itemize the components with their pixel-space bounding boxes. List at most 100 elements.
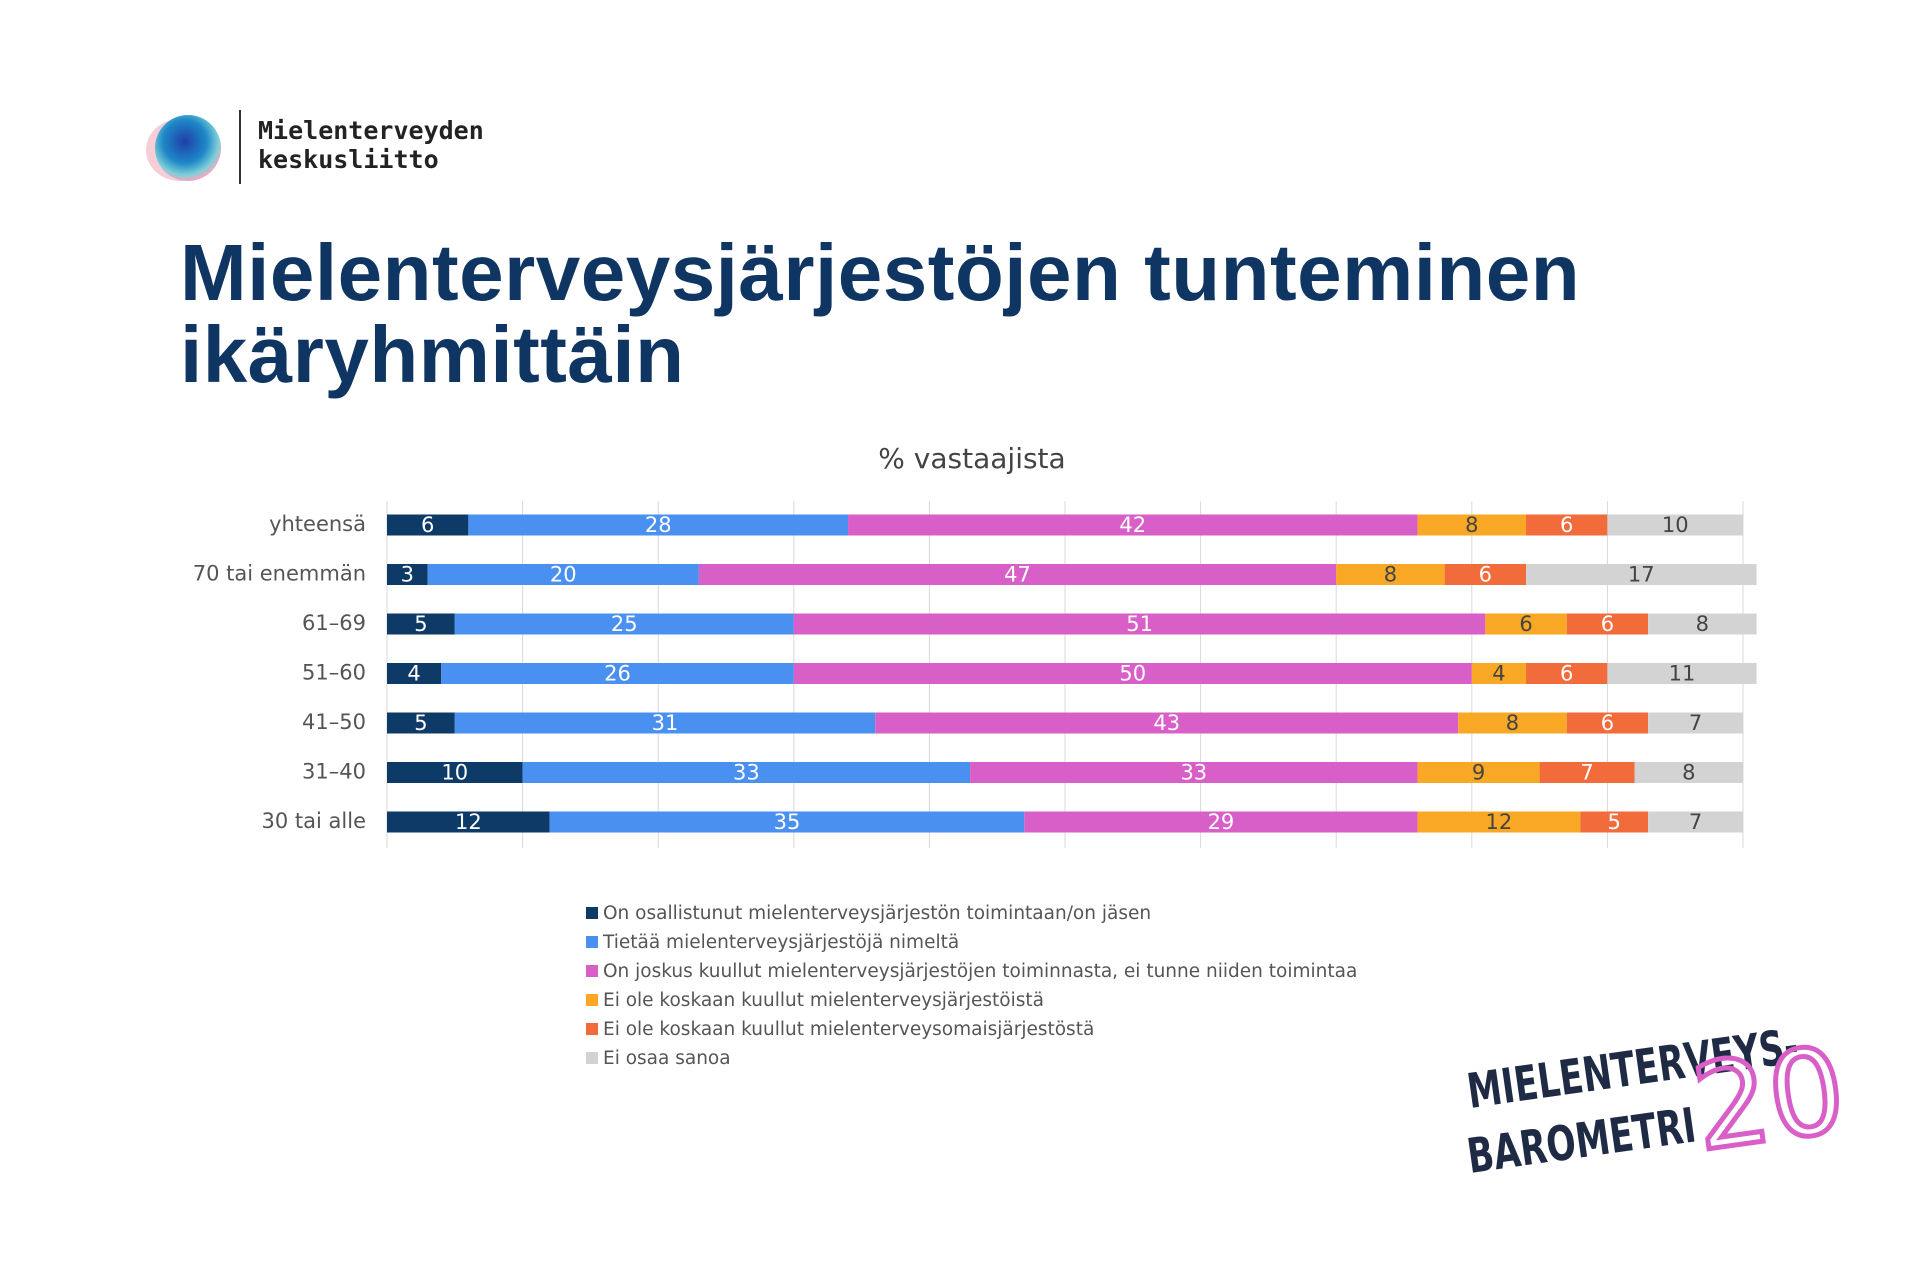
value-label: 42 (1119, 513, 1146, 537)
legend-swatch (586, 1023, 598, 1035)
value-label: 3 (401, 563, 414, 587)
bar-segment (387, 762, 523, 783)
value-label: 6 (1601, 612, 1614, 636)
bar-segment (387, 613, 455, 635)
legend-label: On joskus kuullut mielenterveysjärjestöj… (603, 961, 1357, 982)
value-label: 7 (1580, 761, 1593, 785)
legend-swatch (586, 907, 598, 919)
legend-swatch (586, 1052, 598, 1064)
bar-segment (522, 762, 971, 783)
value-label: 51 (1126, 612, 1153, 636)
legend-label: Tietää mielenterveysjärjestöjä nimeltä (602, 932, 959, 953)
logo-blob (155, 115, 221, 181)
bar-segment (1336, 564, 1445, 585)
value-label: 33 (733, 761, 760, 785)
bar-segment (793, 663, 1472, 684)
legend-swatch (586, 965, 598, 977)
value-label: 47 (1004, 563, 1031, 587)
value-label: 5 (1607, 810, 1620, 834)
bar-segment (1607, 514, 1743, 536)
value-label: 12 (1486, 810, 1513, 834)
category-label: yhteensä (269, 512, 366, 536)
bar-segment (387, 663, 442, 684)
value-label: 8 (1384, 563, 1397, 587)
category-label: 70 tai enemmän (193, 562, 366, 586)
value-label: 6 (421, 513, 434, 537)
bar-segment (1417, 811, 1581, 833)
bar-segment (1526, 663, 1608, 684)
value-label: 5 (414, 711, 427, 735)
barometer-number: 20 (1685, 1020, 1853, 1178)
bar-segment (1444, 564, 1527, 585)
bar-segment (1526, 564, 1757, 585)
category-label: 31–40 (302, 760, 366, 784)
bar-segment (441, 663, 794, 684)
bar-segment (387, 811, 550, 833)
bar-segment (1526, 514, 1608, 536)
bar-segment (1417, 762, 1540, 783)
value-label: 8 (1465, 513, 1478, 537)
bar-segment (698, 564, 1337, 585)
org-name: keskusliitto (258, 145, 439, 174)
value-label: 10 (441, 761, 468, 785)
bar-segment (970, 762, 1418, 783)
legend-label: Ei osaa sanoa (603, 1048, 731, 1069)
bar-segment (1485, 613, 1567, 635)
value-label: 5 (414, 612, 427, 636)
category-label: 41–50 (302, 710, 366, 734)
value-label: 6 (1560, 513, 1573, 537)
value-label: 6 (1519, 612, 1532, 636)
value-label: 50 (1119, 662, 1146, 686)
bar-segment (468, 514, 849, 536)
bar-segment (1471, 663, 1527, 684)
value-label: 35 (774, 810, 801, 834)
bar-segment (454, 613, 794, 635)
value-label: 33 (1180, 761, 1207, 785)
bar-segment (1566, 613, 1649, 635)
value-label: 7 (1689, 810, 1702, 834)
value-label: 31 (652, 711, 679, 735)
value-label: 12 (455, 810, 482, 834)
legend-label: On osallistunut mielenterveysjärjestön t… (603, 903, 1151, 924)
bar-segment (387, 712, 455, 734)
value-label: 4 (407, 662, 420, 686)
bar-segment (1648, 613, 1757, 635)
bar-segment (387, 514, 469, 536)
bar-segment (1607, 663, 1757, 684)
chart-title: Mielenterveysjärjestöjen tunteminen ikär… (180, 228, 1581, 399)
bar-segment (1648, 811, 1743, 833)
legend-swatch (586, 936, 598, 948)
value-label: 6 (1601, 711, 1614, 735)
value-label: 6 (1560, 662, 1573, 686)
value-label: 11 (1669, 662, 1696, 686)
value-label: 25 (611, 612, 638, 636)
value-label: 10 (1662, 513, 1689, 537)
bar-segment (875, 712, 1459, 734)
bar-segment (1648, 712, 1743, 734)
bar-segment (549, 811, 1025, 833)
value-label: 28 (645, 513, 672, 537)
value-label: 20 (550, 563, 577, 587)
chart-subtitle: % vastaajista (878, 442, 1065, 475)
bar-segment (1539, 762, 1635, 783)
org-name: Mielenterveyden (258, 116, 484, 145)
category-label: 61–69 (302, 611, 366, 635)
bar-segment (1634, 762, 1743, 783)
value-label: 8 (1696, 612, 1709, 636)
bar-segment (1580, 811, 1649, 833)
value-label: 7 (1689, 711, 1702, 735)
legend-label: Ei ole koskaan kuullut mielenterveysomai… (603, 1019, 1094, 1040)
category-label: 30 tai alle (262, 809, 366, 833)
value-label: 17 (1628, 563, 1655, 587)
value-label: 8 (1506, 711, 1519, 735)
value-label: 6 (1479, 563, 1492, 587)
bar-segment (848, 514, 1418, 536)
bar-segment (793, 613, 1486, 635)
value-label: 29 (1208, 810, 1235, 834)
value-label: 4 (1492, 662, 1505, 686)
value-label: 8 (1682, 761, 1695, 785)
bar-segment (454, 712, 876, 734)
bar-segment (1024, 811, 1418, 833)
bar-segment (427, 564, 699, 585)
